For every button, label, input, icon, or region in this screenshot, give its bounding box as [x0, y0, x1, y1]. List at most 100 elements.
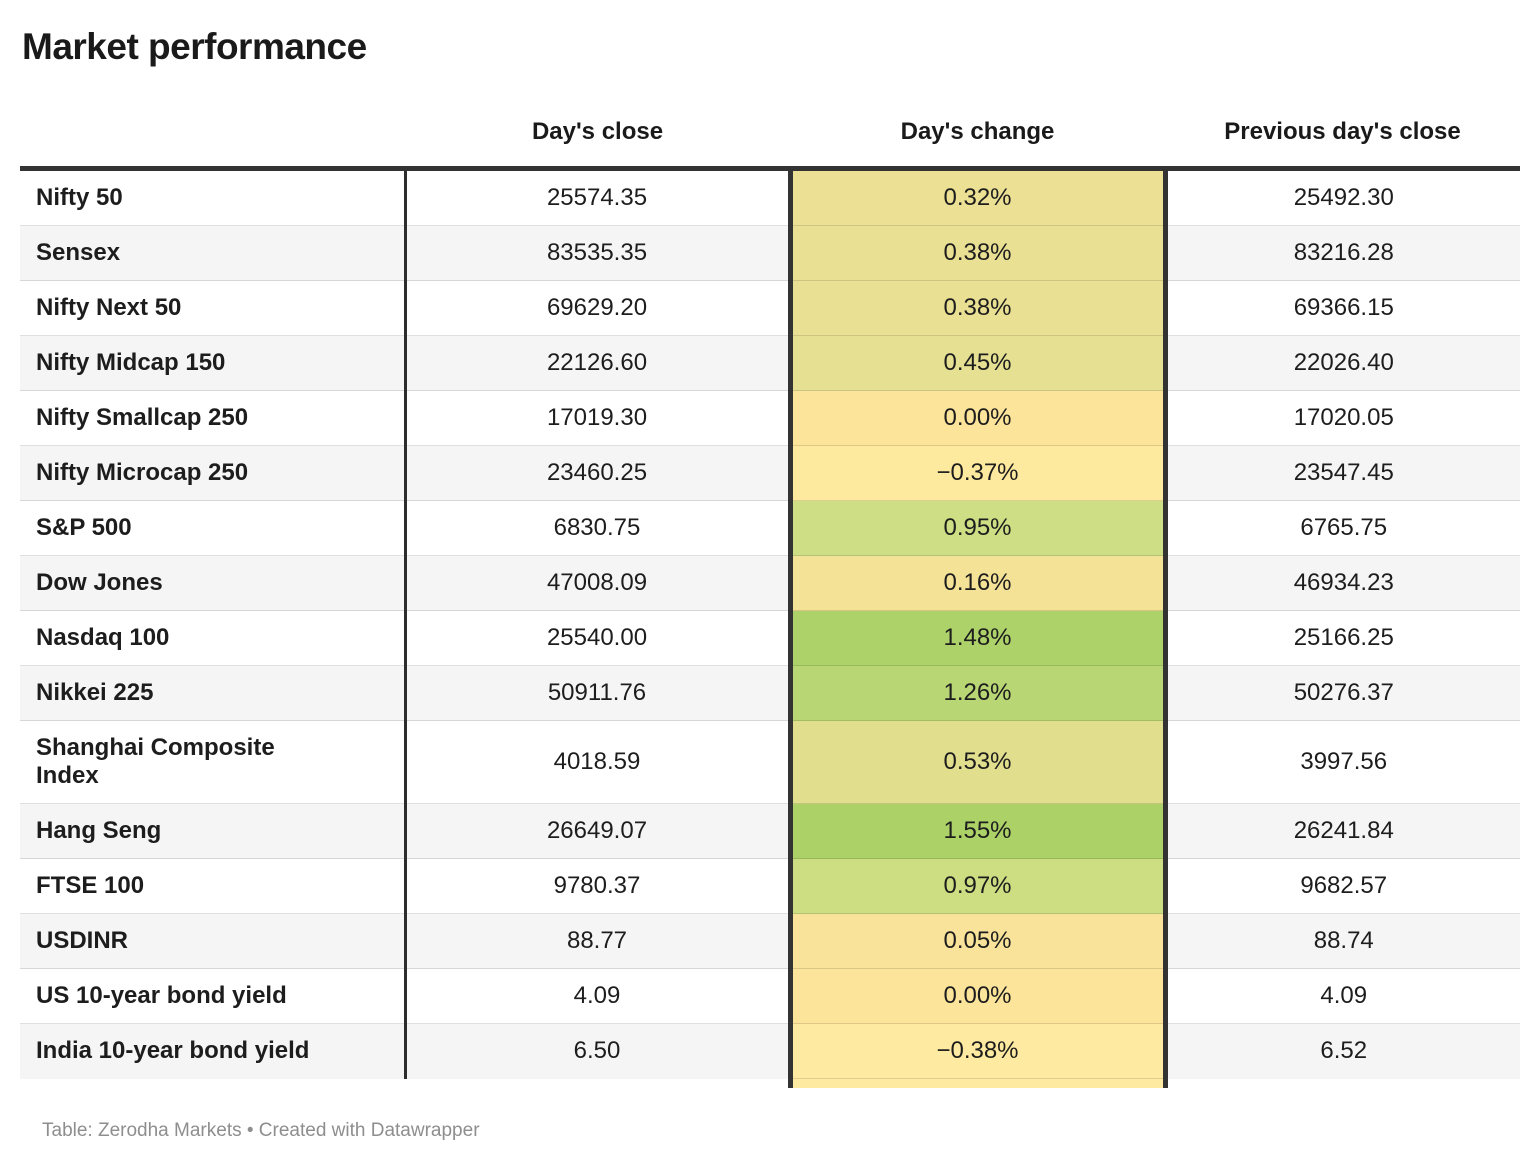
table-row: Nifty Smallcap 250 17019.30 0.00% 17020.05 [20, 390, 1520, 446]
row-label-cell: Nasdaq 100 [20, 610, 407, 666]
row-label-cell: US 10-year bond yield [20, 968, 407, 1024]
table-row: Nikkei 225 50911.76 1.26% 50276.37 [20, 665, 1520, 721]
row-label-text: Hang Seng [36, 817, 162, 844]
previous-close-cell: 9682.57 [1165, 858, 1520, 914]
table-row: Nasdaq 100 25540.00 1.48% 25166.25 [20, 610, 1520, 666]
days-change-cell: 0.16% [787, 555, 1168, 611]
days-close-cell: 9780.37 [405, 858, 790, 914]
days-change-cell: 1.48% [787, 610, 1168, 666]
previous-close-cell: 4.09 [1165, 968, 1520, 1024]
days-change-cell: 0.38% [787, 225, 1168, 281]
header-row: Day's close Day's change Previous day's … [20, 118, 1520, 171]
row-label-cell: Nikkei 225 [20, 665, 407, 721]
header-days-change: Day's change [790, 118, 1165, 171]
row-label-text: Nifty Microcap 250 [36, 459, 249, 486]
row-label-cell: Nifty Next 50 [20, 280, 407, 336]
row-label-cell: Nifty Microcap 250 [20, 445, 407, 501]
header-previous-days-close: Previous day's close [1165, 118, 1520, 171]
days-close-cell: 25540.00 [405, 610, 790, 666]
row-label-text: Nasdaq 100 [36, 624, 170, 651]
row-label-cell: India 10-year bond yield [20, 1023, 407, 1079]
days-close-cell: 83535.35 [405, 225, 790, 281]
table-row: US 10-year bond yield 4.09 0.00% 4.09 [20, 968, 1520, 1024]
table-row: Nifty Next 50 69629.20 0.38% 69366.15 [20, 280, 1520, 336]
days-change-cell: 0.95% [787, 500, 1168, 556]
days-change-cell: 0.45% [787, 335, 1168, 391]
row-label-cell: Nifty 50 [20, 168, 407, 226]
header-days-close: Day's close [405, 118, 790, 171]
table-row: Nifty Microcap 250 23460.25 −0.37% 23547.45 [20, 445, 1520, 501]
table-row: USDINR 88.77 0.05% 88.74 [20, 913, 1520, 969]
days-close-cell: 47008.09 [405, 555, 790, 611]
previous-close-cell: 22026.40 [1165, 335, 1520, 391]
days-change-cell: 0.00% [787, 390, 1168, 446]
change-column-cap-cell [787, 1078, 1168, 1088]
cap-cell [20, 1079, 405, 1088]
days-change-cell: −0.38% [787, 1023, 1168, 1079]
table-header: Day's close Day's change Previous day's … [20, 118, 1520, 171]
days-close-cell: 4018.59 [405, 720, 790, 804]
previous-close-cell: 6.52 [1165, 1023, 1520, 1079]
table-row: S&P 500 6830.75 0.95% 6765.75 [20, 500, 1520, 556]
previous-close-cell: 83216.28 [1165, 225, 1520, 281]
days-change-cell: 0.05% [787, 913, 1168, 969]
row-label-text: Nifty Midcap 150 [36, 349, 226, 376]
days-close-cell: 50911.76 [405, 665, 790, 721]
previous-close-cell: 50276.37 [1165, 665, 1520, 721]
days-change-cell: 1.55% [787, 803, 1168, 859]
attribution-footer: Table: Zerodha Markets • Created with Da… [42, 1119, 480, 1141]
market-performance-table: Day's close Day's change Previous day's … [20, 118, 1520, 1088]
row-label-cell: USDINR [20, 913, 407, 969]
row-label-cell: Nifty Midcap 150 [20, 335, 407, 391]
row-label-cell: FTSE 100 [20, 858, 407, 914]
previous-close-cell: 25492.30 [1293, 184, 1394, 211]
days-close-cell: 88.77 [405, 913, 790, 969]
row-label-text: Nikkei 225 [36, 679, 154, 706]
row-label-cell: Sensex [20, 225, 407, 281]
days-close-cell: 6.50 [405, 1023, 790, 1079]
previous-close-cell: 88.74 [1165, 913, 1520, 969]
cap-cell [405, 1079, 790, 1088]
row-label-text: Sensex [36, 239, 121, 266]
row-label-text: India 10-year bond yield [36, 1037, 310, 1065]
page-title: Market performance [22, 26, 367, 67]
table-body: Nifty 50 25574.35 0.32% 25492.30 Sensex 83535… [20, 168, 1520, 1088]
days-close-cell: 23460.25 [405, 445, 790, 501]
table-row: Sensex 83535.35 0.38% 83216.28 [20, 225, 1520, 281]
previous-close-cell: 69366.15 [1165, 280, 1520, 336]
table-row: Dow Jones 47008.09 0.16% 46934.23 [20, 555, 1520, 611]
table-row: Hang Seng 26649.07 1.55% 26241.84 [20, 803, 1520, 859]
days-change-cell: 0.00% [787, 968, 1168, 1024]
row-label-text: US 10-year bond yield [36, 982, 287, 1009]
previous-close-cell: 25166.25 [1165, 610, 1520, 666]
previous-close-cell: 3997.56 [1165, 720, 1520, 804]
table-row: Nifty 50 25574.35 0.32% 25492.30 [20, 168, 1520, 226]
previous-close-cell: 6765.75 [1165, 500, 1520, 556]
days-close-cell: 17019.30 [405, 390, 790, 446]
table-row: Shanghai Composite Index 4018.59 0.53% 3997… [20, 720, 1520, 804]
days-change-cell: 0.97% [787, 858, 1168, 914]
days-close-cell: 25574.35 [546, 184, 648, 211]
days-change-cell: 0.53% [787, 720, 1168, 804]
days-change-cell: 1.26% [787, 665, 1168, 721]
row-label-text: Nifty Next 50 [36, 294, 182, 321]
table-row: Nifty Midcap 150 22126.60 0.45% 22026.40 [20, 335, 1520, 391]
previous-close-cell: 26241.84 [1165, 803, 1520, 859]
row-label-cell: Dow Jones [20, 555, 407, 611]
days-close-cell: 22126.60 [405, 335, 790, 391]
row-label-cell: S&P 500 [20, 500, 407, 556]
previous-close-cell: 17020.05 [1165, 390, 1520, 446]
change-column-cap-row [20, 1078, 1520, 1088]
days-close-cell: 6830.75 [405, 500, 790, 556]
row-label-cell: Shanghai Composite Index [20, 720, 407, 804]
previous-close-cell: 23547.45 [1165, 445, 1520, 501]
row-label-text: Shanghai Composite Index [36, 734, 275, 789]
table-row: FTSE 100 9780.37 0.97% 9682.57 [20, 858, 1520, 914]
table-row: India 10-year bond yield 6.50 −0.38% 6.52 [20, 1023, 1520, 1079]
days-close-cell: 4.09 [405, 968, 790, 1024]
days-change-cell: −0.37% [787, 445, 1168, 501]
row-label-text: S&P 500 [36, 514, 132, 541]
row-label-cell: Nifty Smallcap 250 [20, 390, 407, 446]
cap-cell [1165, 1079, 1520, 1088]
row-label-text: Nifty Smallcap 250 [36, 404, 249, 431]
